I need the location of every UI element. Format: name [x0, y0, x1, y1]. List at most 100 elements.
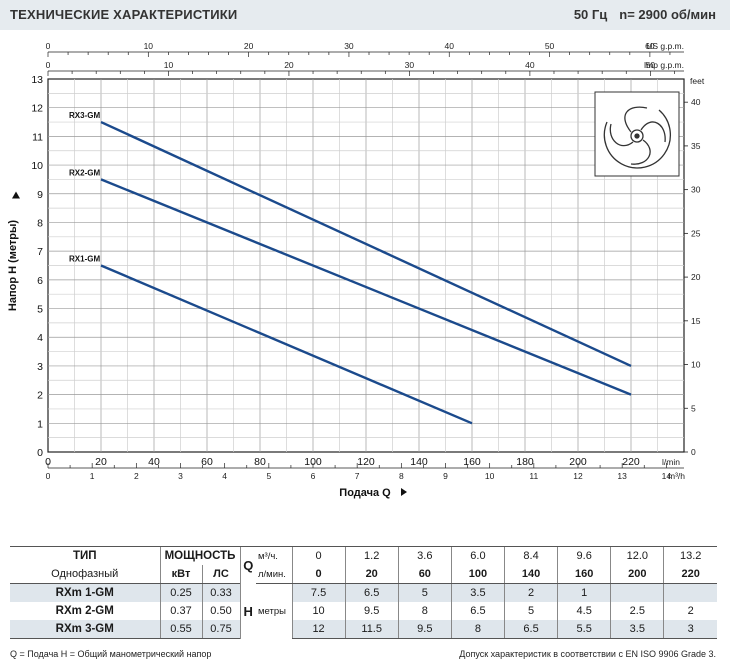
y-axis-arrow-icon	[12, 191, 20, 199]
x-tick-label: 100	[304, 456, 322, 468]
y-tick-label: 6	[37, 275, 43, 287]
y-tick-label: 13	[31, 74, 43, 86]
x-tick-label: 140	[410, 456, 428, 468]
us-gpm-tick-label: 20	[244, 41, 254, 51]
us-gpm-unit-label: US g.p.m.	[646, 41, 684, 51]
head-value: 6.5	[503, 620, 558, 639]
impeller-icon	[594, 91, 680, 177]
us-gpm-tick-label: 40	[445, 41, 455, 51]
m3h-tick-label: 11	[529, 471, 538, 481]
series-label-rx1-gm: RX1-GM	[69, 255, 100, 264]
head-value: 2	[663, 602, 717, 620]
h-symbol: H	[239, 583, 256, 639]
head-value: 5.5	[557, 620, 611, 639]
m3h-tick-label: 5	[266, 471, 271, 481]
x-tick-label: 40	[148, 456, 160, 468]
head-value: 9.5	[397, 620, 452, 639]
x-tick-label: 200	[569, 456, 587, 468]
footer-legend: Q = Подача H = Общий манометрический нап…	[10, 649, 212, 659]
head-value: 6.5	[344, 583, 399, 602]
q-m3h-1: 1.2	[344, 546, 399, 565]
unit-m3h: м³/ч.	[256, 546, 292, 565]
m3h-tick-label: 14	[662, 471, 672, 481]
series-label-rx2-gm: RX2-GM	[69, 168, 100, 177]
chart-series	[100, 120, 632, 425]
header-bar: ТЕХНИЧЕСКИЕ ХАРАКТЕРИСТИКИ 50 Гц n= 2900 …	[0, 0, 730, 30]
hp-label: ЛС	[201, 565, 240, 584]
m3h-tick-label: 8	[399, 471, 404, 481]
series-line-rx3-gm	[100, 120, 632, 368]
head-value: 3.5	[450, 583, 505, 602]
y-tick-label: 4	[37, 332, 43, 344]
table-row: RXm 1-GM 0.25 0.33 H метры 7.5 6.5 5 3.5…	[10, 583, 717, 639]
y-tick-label: 9	[37, 189, 43, 201]
head-value: 2	[503, 583, 558, 602]
chart-labels: RX1-GM RX2-GM RX3-GM	[69, 111, 100, 263]
x-tick-label: 180	[516, 456, 534, 468]
spec-table: ТИП МОЩНОСТЬ Q м³/ч. 0 1.2 3.6 6.0 8.4 9…	[10, 546, 717, 639]
q-lmin-5: 160	[557, 565, 611, 584]
y-axis-title: Напор H (метры)	[7, 220, 19, 311]
q-lmin-7: 220	[663, 565, 717, 584]
m3h-tick-label: 12	[573, 471, 583, 481]
m3h-tick-label: 0	[46, 471, 51, 481]
m3h-tick-label: 7	[355, 471, 360, 481]
us-gpm-tick-label: 10	[144, 41, 154, 51]
x-unit-label: l/min	[662, 457, 680, 467]
feet-tick-label: 5	[691, 403, 696, 413]
imp-gpm-tick-label: 0	[46, 60, 51, 70]
model-kw: 0.37	[159, 602, 202, 620]
m3h-tick-label: 3	[178, 471, 183, 481]
model-name: RXm 2-GM	[55, 605, 114, 617]
frequency-label: 50 Гц	[573, 7, 608, 22]
model-name: RXm 3-GM	[10, 620, 160, 639]
feet-tick-label: 15	[691, 316, 701, 326]
kw-label: кВт	[159, 565, 202, 584]
y-tick-label: 12	[31, 103, 43, 115]
y-tick-label: 2	[37, 390, 43, 402]
y-tick-label: 8	[37, 217, 43, 229]
q-m3h-0: 0	[291, 546, 346, 565]
feet-tick-label: 0	[691, 447, 696, 457]
y-tick-label: 1	[37, 418, 43, 430]
us-gpm-tick-label: 50	[545, 41, 555, 51]
head-value: 9.5	[344, 602, 399, 620]
q-lmin-6: 200	[610, 565, 664, 584]
m3h-tick-label: 13	[617, 471, 627, 481]
model-name: RXm 1-GM	[55, 587, 114, 599]
feet-tick-label: 35	[691, 141, 701, 151]
feet-tick-label: 10	[691, 360, 701, 370]
x-tick-label: 220	[622, 456, 640, 468]
model-kw: 0.55	[159, 620, 202, 639]
imp-gpm-tick-label: 50	[646, 60, 656, 70]
us-gpm-tick-label: 60	[645, 41, 655, 51]
m3h-tick-label: 2	[134, 471, 139, 481]
head-value: 6.5	[450, 602, 505, 620]
imp-gpm-tick-label: 40	[525, 60, 535, 70]
head-value: 2.5	[610, 602, 664, 620]
imp-gpm-unit-label: Imp g.p.m.	[644, 60, 684, 70]
x-tick-label: 80	[254, 456, 266, 468]
q-lmin-4: 140	[503, 565, 558, 584]
series-label-rx3-gm: RX3-GM	[69, 111, 100, 120]
q-symbol: Q	[239, 546, 256, 584]
unit-m: метры	[256, 583, 292, 639]
us-gpm-tick-label: 30	[344, 41, 354, 51]
head-value: 8	[450, 620, 505, 639]
m3h-tick-label: 6	[311, 471, 316, 481]
footer-tolerance: Допуск характеристик в соответствии с EN…	[459, 649, 716, 659]
m3h-tick-label: 10	[485, 471, 495, 481]
q-m3h-4: 8.4	[503, 546, 558, 565]
model-kw: 0.25	[159, 583, 202, 602]
q-m3h-6: 12.0	[610, 546, 664, 565]
chart-grid	[47, 78, 685, 453]
col-type: ТИП	[10, 546, 160, 565]
header-specs: 50 Гц n= 2900 об/мин	[574, 7, 716, 22]
head-value: 1	[557, 583, 611, 602]
head-value: 5	[503, 602, 558, 620]
x-tick-label: 160	[463, 456, 481, 468]
phase-label: Однофазный	[10, 565, 160, 584]
feet-tick-label: 25	[691, 228, 701, 238]
